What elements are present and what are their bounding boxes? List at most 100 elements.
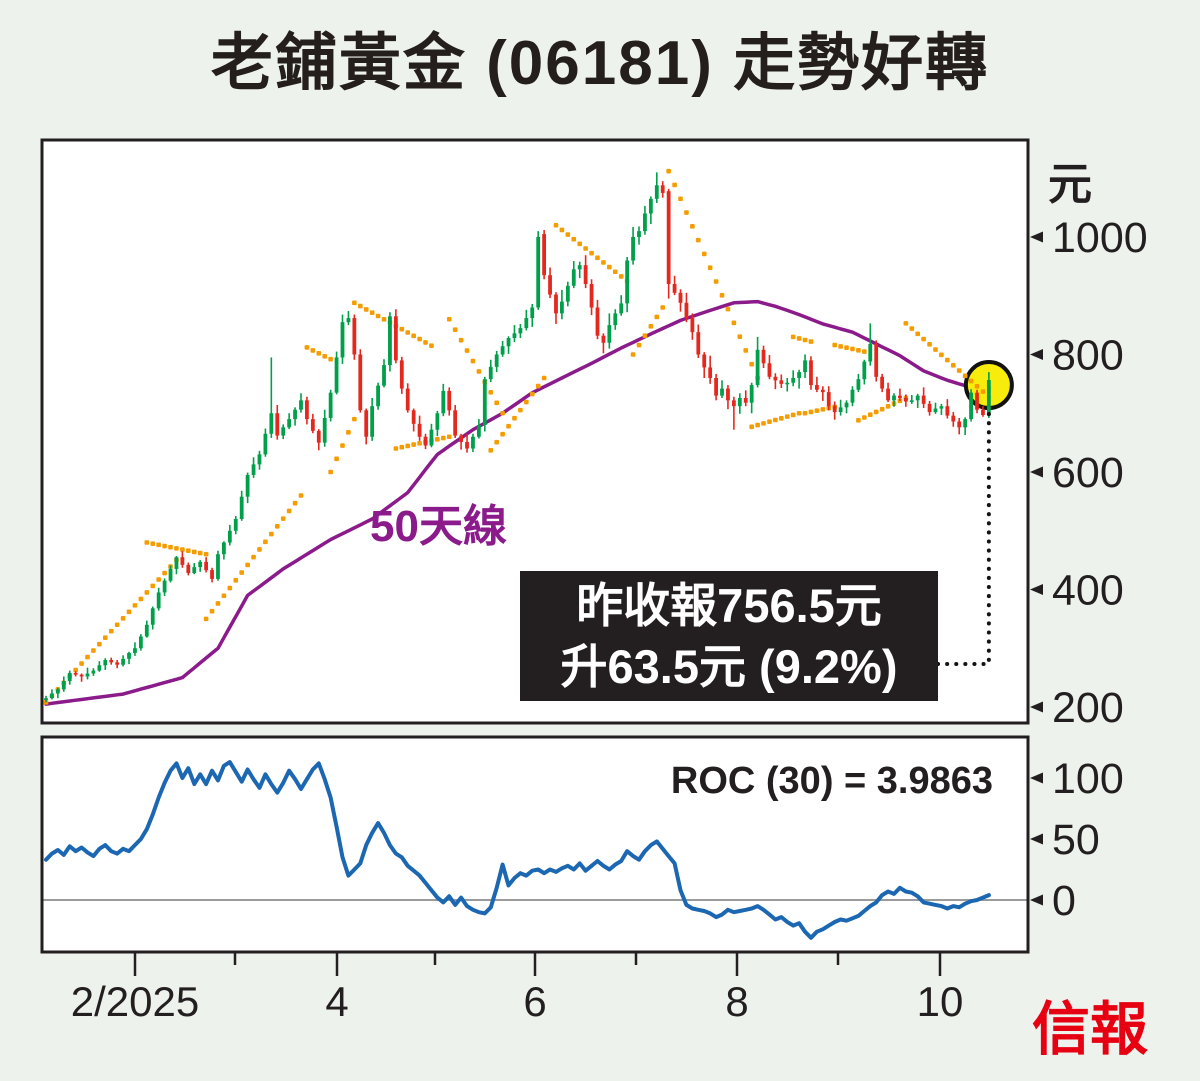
candle-body [731, 400, 736, 407]
sar-dot [381, 316, 387, 322]
sar-dot [411, 333, 416, 339]
sar-dot [749, 361, 754, 367]
sar-dot [423, 340, 428, 345]
sar-dot [352, 416, 357, 422]
sar-dot [452, 327, 458, 332]
candle-body [548, 275, 552, 295]
price-tick-arrow [1030, 349, 1043, 360]
sar-dot [375, 313, 381, 319]
sar-dot [553, 222, 559, 228]
candle-body [103, 660, 108, 666]
sar-dot [648, 324, 654, 329]
sar-dot [156, 577, 161, 582]
sar-dot [328, 356, 333, 362]
candle-body [417, 423, 422, 437]
candle-body [844, 402, 849, 408]
sar-dot [737, 334, 743, 339]
candle-body [518, 328, 523, 334]
sar-dot [470, 358, 476, 364]
candle-body [903, 397, 908, 402]
candle-body [239, 496, 244, 519]
candle-body [358, 354, 363, 411]
candle-body [714, 378, 718, 396]
candle-body [393, 316, 398, 361]
candle-body [542, 234, 547, 276]
x-axis-label: 6 [523, 978, 546, 1025]
candle-body [500, 346, 505, 355]
sar-dot [518, 407, 523, 413]
sar-dot [494, 400, 499, 406]
sar-dot [405, 330, 411, 335]
sar-dot [197, 550, 203, 556]
sar-dot [862, 415, 867, 420]
candle-body [156, 592, 161, 609]
candle-body [150, 608, 155, 625]
sar-dot [506, 423, 511, 429]
candle-body [269, 413, 274, 434]
candle-body [554, 294, 558, 314]
roc-tick-label: 100 [1052, 755, 1124, 803]
candle-body [933, 408, 938, 413]
candle-body [672, 284, 677, 293]
candle-body [524, 318, 529, 329]
sar-dot [915, 331, 921, 337]
sar-dot [927, 342, 932, 347]
candle-body [761, 349, 766, 364]
candle-body [862, 361, 867, 380]
candle-body [364, 410, 369, 437]
sar-dot [529, 391, 535, 397]
x-axis-label: 8 [725, 978, 748, 1025]
sar-dot [292, 500, 298, 506]
candle-body [97, 665, 102, 671]
candle-body [305, 400, 309, 420]
sar-dot [215, 601, 221, 606]
candle-body [666, 191, 671, 284]
candle-body [109, 660, 114, 663]
sar-dot [725, 306, 731, 312]
sar-dot [672, 182, 677, 188]
candle-body [61, 681, 66, 690]
sar-dot [399, 326, 405, 332]
candle-body [251, 464, 256, 475]
candle-body [643, 213, 647, 232]
sar-dot [114, 622, 120, 628]
price-tick-label: 600 [1052, 449, 1124, 497]
price-tick-arrow [1030, 231, 1043, 243]
candle-body [352, 318, 357, 355]
sar-dot [583, 246, 588, 251]
sar-dot [304, 345, 310, 350]
candle-body [815, 385, 819, 390]
candle-body [951, 415, 956, 422]
candle-body [565, 285, 570, 302]
sar-dot [565, 232, 571, 237]
sar-dot [630, 352, 636, 357]
sar-dot [773, 417, 778, 423]
candle-body [601, 335, 606, 343]
sar-dot [660, 305, 666, 310]
candle-body [939, 406, 944, 409]
candle-body [726, 388, 730, 401]
candle-body [945, 406, 950, 416]
candle-body [915, 395, 920, 401]
candle-body [975, 392, 979, 410]
sar-dot [595, 255, 600, 261]
candle-body [595, 307, 600, 336]
sar-dot [494, 439, 499, 445]
candle-body [423, 436, 428, 446]
sar-dot [257, 547, 262, 552]
candle-body [921, 395, 926, 404]
sar-dot [945, 357, 950, 363]
candle-body [755, 349, 760, 386]
candle-body [340, 322, 345, 358]
sar-dot [571, 236, 577, 242]
sar-dot [156, 542, 161, 548]
sar-dot [755, 422, 760, 428]
candle-body [506, 338, 511, 347]
sar-dot [850, 346, 855, 352]
candle-body [488, 366, 493, 380]
candle-body [192, 567, 197, 574]
candle-body [453, 410, 458, 436]
sar-dot [162, 570, 167, 576]
candle-body [874, 343, 879, 377]
